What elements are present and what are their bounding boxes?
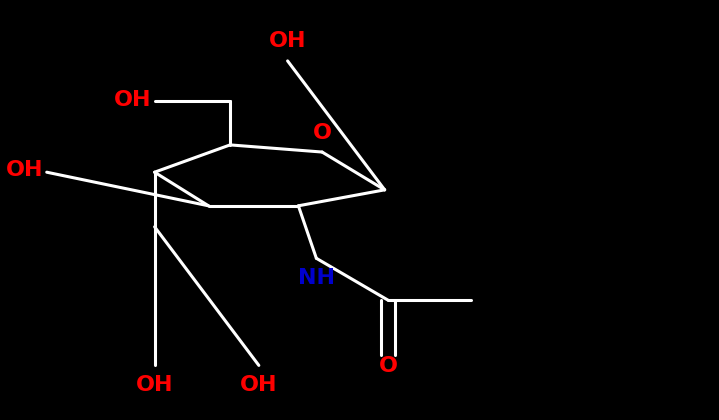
Text: OH: OH [269,31,306,51]
Text: OH: OH [6,160,43,180]
Text: NH: NH [298,268,335,288]
Text: OH: OH [114,90,151,110]
Text: OH: OH [240,375,278,395]
Text: OH: OH [136,375,173,395]
Text: O: O [379,356,398,376]
Text: O: O [313,123,332,143]
